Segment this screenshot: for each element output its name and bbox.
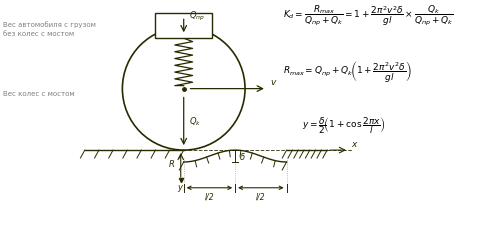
Text: $\delta$: $\delta$ [239,151,246,162]
Text: x: x [351,140,356,149]
Text: $Q_k$: $Q_k$ [188,115,201,128]
Text: без колес с мостом: без колес с мостом [2,31,74,37]
Text: $R_{max} = Q_{пр} + Q_k\!\left(1+\dfrac{2\pi^2 v^2\delta}{gl}\right)$: $R_{max} = Q_{пр} + Q_k\!\left(1+\dfrac{… [282,59,412,84]
Text: y: y [176,183,182,192]
Text: l/2: l/2 [256,193,266,202]
Bar [155,13,212,38]
Text: v: v [271,78,276,87]
Text: Вес колес с мостом: Вес колес с мостом [2,91,74,96]
Text: $K_d = \dfrac{R_{max}}{Q_{пр}+Q_k} = 1 + \dfrac{2\pi^2 v^2\delta}{gl}\times \dfr: $K_d = \dfrac{R_{max}}{Q_{пр}+Q_k} = 1 +… [282,4,453,28]
Text: Вес автомобиля с грузом: Вес автомобиля с грузом [2,21,96,27]
Text: $Q_{пр}$: $Q_{пр}$ [188,10,204,23]
Text: $y = \dfrac{\delta}{2}\!\left(1+\cos\dfrac{2\pi x}{l}\right)$: $y = \dfrac{\delta}{2}\!\left(1+\cos\dfr… [302,115,386,136]
Text: l/2: l/2 [204,193,214,202]
Text: R: R [169,160,175,169]
